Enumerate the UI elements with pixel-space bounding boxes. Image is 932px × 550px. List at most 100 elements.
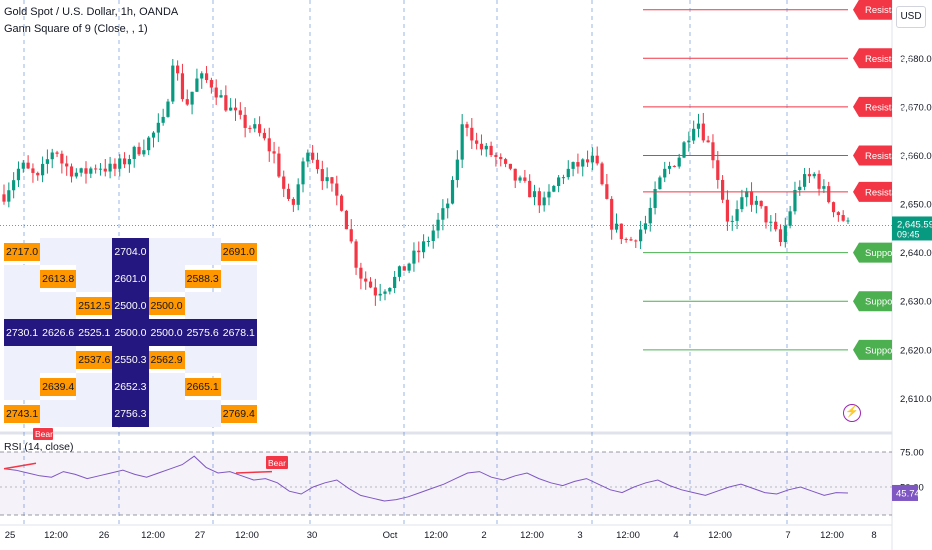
candle	[639, 220, 643, 250]
candle-body	[214, 87, 218, 98]
candle-body	[706, 140, 710, 143]
gann-cell	[40, 238, 77, 265]
candle-body	[793, 189, 797, 212]
candle	[180, 63, 185, 102]
candle	[185, 89, 189, 106]
candle	[354, 239, 358, 275]
bear-label-bg	[33, 428, 53, 440]
rsi-tick-label: 75.00	[900, 448, 924, 459]
candle	[2, 184, 6, 205]
candle-body	[682, 142, 686, 158]
candle-body	[248, 127, 252, 129]
candle-body	[349, 229, 353, 242]
candle	[817, 170, 821, 196]
candle-body	[701, 123, 705, 141]
candle-body	[639, 229, 643, 242]
candle	[754, 195, 758, 214]
candle	[26, 155, 30, 169]
candle	[383, 289, 387, 301]
candle	[45, 149, 50, 174]
resistance-tag	[853, 145, 892, 166]
gann-value: 2626.6	[42, 326, 75, 339]
candle-body	[629, 239, 633, 241]
candle-body	[195, 78, 199, 92]
candle	[200, 71, 204, 89]
candle-body	[561, 177, 566, 179]
candle	[127, 154, 131, 173]
candle-body	[441, 208, 445, 220]
candle-body	[344, 210, 349, 230]
candle	[730, 215, 734, 231]
candle-body	[147, 137, 151, 151]
candle-body	[113, 163, 117, 169]
candle	[7, 182, 11, 208]
candle	[590, 147, 594, 171]
gann-value: 2588.3	[184, 269, 221, 288]
candle	[740, 189, 744, 213]
gann-cell	[184, 238, 221, 265]
candle-body	[296, 184, 300, 205]
candle-body	[764, 206, 768, 223]
candle-body	[224, 95, 228, 111]
bar-countdown: 09:45	[897, 229, 920, 239]
candle	[286, 183, 291, 201]
candle	[98, 162, 103, 176]
candle-body	[610, 198, 614, 230]
candle	[238, 102, 242, 120]
candle-body	[716, 160, 720, 180]
candle	[793, 181, 797, 215]
candle	[340, 194, 344, 212]
candle-body	[677, 157, 681, 167]
candle-body	[687, 140, 691, 143]
candle-body	[740, 197, 744, 210]
candle-body	[176, 65, 180, 74]
candle	[629, 236, 633, 242]
candle	[687, 131, 691, 152]
symbol-title: Gold Spot / U.S. Dollar, 1h, OANDA	[4, 6, 179, 18]
candle	[542, 191, 546, 212]
candle	[721, 175, 725, 203]
candle-body	[489, 145, 493, 156]
candle	[711, 134, 715, 169]
gann-value: 2500.0	[150, 326, 183, 339]
candle	[103, 158, 107, 177]
candle	[315, 152, 320, 174]
currency-button[interactable]: USD	[896, 6, 926, 28]
candle-body	[634, 240, 638, 242]
gann-cell	[220, 292, 257, 319]
candle	[335, 175, 339, 206]
gann-cell: 2652.3	[112, 373, 149, 400]
candle-body	[190, 91, 194, 105]
candle-body	[243, 114, 247, 128]
candle-body	[142, 150, 146, 155]
candle	[532, 184, 537, 206]
gann-cell: 2537.6	[76, 346, 113, 373]
candle-body	[460, 124, 464, 160]
candle	[74, 168, 78, 179]
candle	[812, 172, 816, 179]
candle	[749, 182, 754, 212]
gann-value: 2652.3	[114, 380, 147, 393]
candle-body	[277, 153, 281, 177]
candle	[402, 266, 406, 271]
resistance-label: Resistance	[865, 187, 912, 198]
candle-body	[26, 162, 30, 169]
gann-cell: 2717.0	[4, 238, 41, 265]
gann-cell	[184, 346, 221, 373]
current-price-tag	[892, 216, 932, 241]
candle	[807, 167, 812, 184]
candle-body	[508, 163, 512, 169]
candle	[431, 224, 435, 249]
candle	[330, 176, 334, 192]
candle-body	[156, 122, 160, 133]
candle	[672, 165, 676, 168]
lightning-icon[interactable]: ⚡	[843, 404, 861, 422]
candle	[706, 135, 710, 143]
gann-cell: 2500.0	[112, 292, 149, 319]
gann-row: 2613.8 2601.0 2588.3	[4, 265, 257, 292]
resistance-tag	[853, 96, 892, 117]
resistance-label: Resistance	[865, 5, 912, 16]
candle-body	[127, 158, 131, 165]
candle-body	[368, 281, 373, 288]
candle	[667, 161, 672, 175]
